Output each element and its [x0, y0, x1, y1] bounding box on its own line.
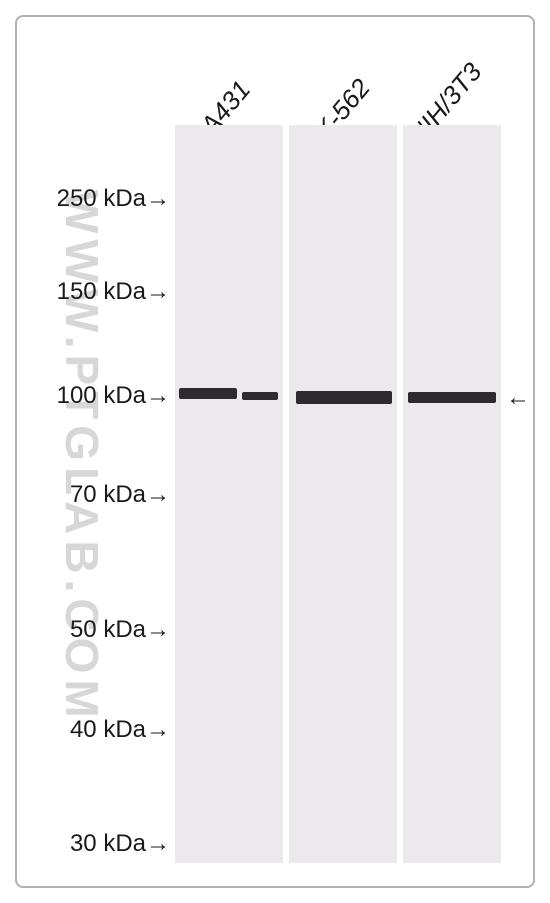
blot-figure: WWW.PTGLAB.COM A431 K-562 NIH/3T3 250 kD… [0, 0, 550, 903]
mw-marker: 30 kDa→ [70, 830, 170, 858]
blot-lane [403, 125, 501, 863]
blot-lane [289, 125, 397, 863]
lane-gap [397, 125, 403, 863]
protein-band [408, 392, 496, 403]
protein-band [179, 388, 237, 399]
lane-gap [283, 125, 289, 863]
mw-marker: 70 kDa→ [70, 481, 170, 509]
blot-lane [175, 125, 283, 863]
mw-marker: 50 kDa→ [70, 616, 170, 644]
mw-marker: 100 kDa→ [57, 382, 170, 410]
target-arrow-icon: ← [506, 384, 530, 412]
mw-marker: 40 kDa→ [70, 716, 170, 744]
protein-band [242, 392, 278, 400]
mw-marker: 150 kDa→ [57, 278, 170, 306]
protein-band [296, 391, 392, 404]
mw-marker: 250 kDa→ [57, 185, 170, 213]
